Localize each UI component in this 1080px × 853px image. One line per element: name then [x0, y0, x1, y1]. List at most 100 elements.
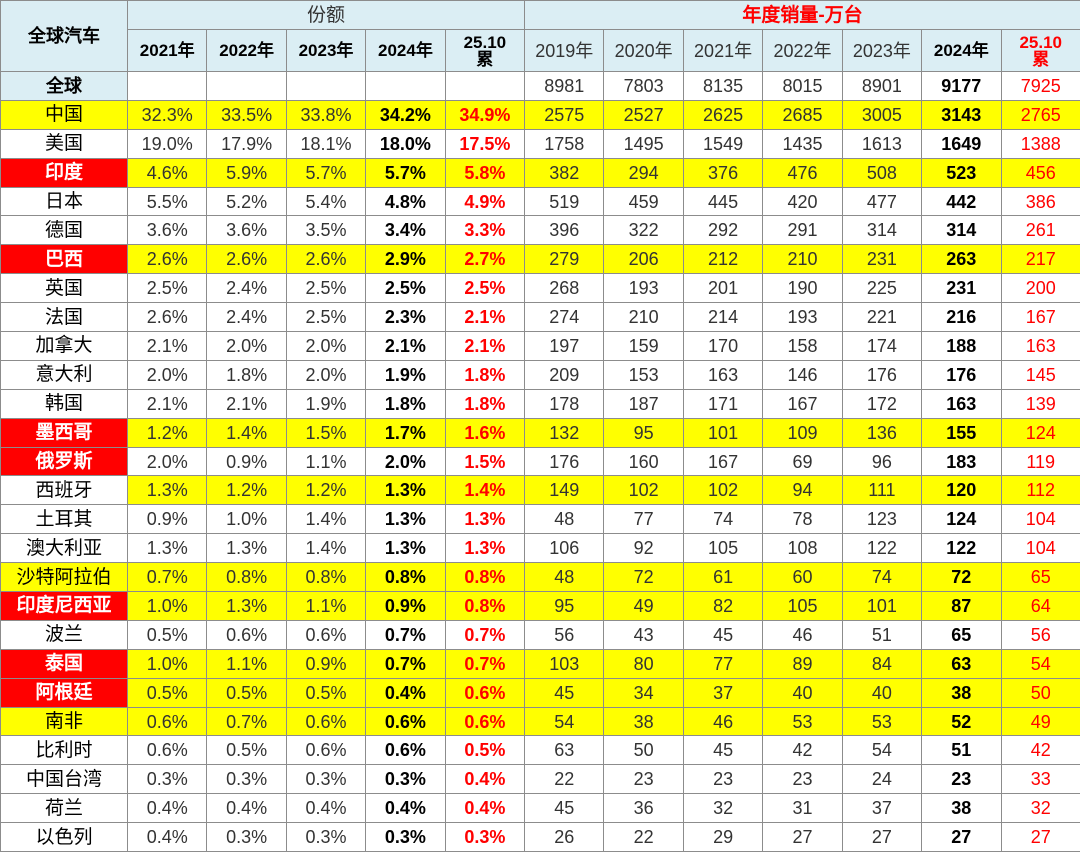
- sales-cell: 78: [762, 504, 843, 535]
- share-cell: 2.5%: [444, 273, 526, 304]
- sales-cell: 95: [603, 417, 684, 448]
- sales-cell: 63: [524, 735, 605, 766]
- sales-cell: 1613: [841, 128, 923, 159]
- share-cell: 2.0%: [126, 359, 208, 390]
- share-cell: 0.7%: [444, 619, 526, 650]
- table-row: 以色列 0.4% 0.3% 0.3% 0.3% 0.3% 26 22 29 27 27 27 27: [0, 822, 1080, 853]
- sales-cell: 124: [921, 504, 1002, 535]
- sales-cell: 49: [603, 591, 684, 621]
- sales-cell: 92: [603, 533, 684, 564]
- sales-cell: 109: [762, 417, 843, 448]
- share-cell: 1.6%: [444, 417, 526, 448]
- sales-cell: 139: [1000, 388, 1080, 419]
- table-row: 土耳其 0.9% 1.0% 1.4% 1.3% 1.3% 48 77 74 78 123 124 104: [0, 504, 1080, 535]
- sales-cell: 158: [762, 331, 843, 361]
- table-row: 2021年 2022年 2023年 2024年 25.10 累 2019年 2020年 202…: [1, 29, 1080, 72]
- sales-cell: 279: [524, 244, 605, 275]
- share-cell: 0.6%: [285, 619, 367, 650]
- sales-cell: 209: [524, 359, 605, 390]
- table-row: 巴西 2.6% 2.6% 2.6% 2.9% 2.7% 279 206 212 210 231 263…: [0, 244, 1080, 275]
- sales-cell: 201: [682, 273, 764, 304]
- sales-cell: 442: [921, 186, 1002, 217]
- sales-cell: 77: [682, 648, 764, 679]
- share-cell: 0.4%: [126, 793, 208, 824]
- share-cell: 0.6%: [365, 706, 446, 737]
- row-name: 西班牙: [0, 475, 128, 506]
- sales-cell: 178: [524, 388, 605, 419]
- sales-cell: 43: [603, 619, 684, 650]
- share-cell: 1.4%: [285, 504, 367, 535]
- row-name: 巴西: [0, 244, 128, 275]
- sales-cell: 174: [841, 331, 923, 361]
- sales-cell: 63: [921, 648, 1002, 679]
- sales-cell: 61: [682, 562, 764, 593]
- sales-cell: 1388: [1000, 128, 1080, 159]
- row-name: 澳大利亚: [0, 533, 128, 564]
- share-cell: 34.2%: [365, 99, 446, 130]
- share-cell: 0.3%: [365, 764, 446, 795]
- share-cell: 0.3%: [285, 764, 367, 795]
- sales-cell: 477: [841, 186, 923, 217]
- share-cell: 1.0%: [206, 504, 287, 535]
- share-cell: 1.1%: [285, 591, 367, 621]
- row-name: 加拿大: [0, 331, 128, 361]
- share-cell: 0.5%: [126, 677, 208, 708]
- sales-cell: 74: [682, 504, 764, 535]
- sales-cell: 24: [841, 764, 923, 795]
- row-name: 意大利: [0, 359, 128, 390]
- sales-cell: 42: [1000, 735, 1080, 766]
- share-cell: 5.7%: [285, 157, 367, 188]
- sales-cell: 167: [762, 388, 843, 419]
- sales-cell: 34: [603, 677, 684, 708]
- share-cell: 2.5%: [126, 273, 208, 304]
- sales-cell: 8981: [524, 71, 605, 101]
- share-cell: 17.9%: [206, 128, 287, 159]
- sales-cell: 136: [841, 417, 923, 448]
- share-cell: 0.6%: [444, 677, 526, 708]
- row-name: 英国: [0, 273, 128, 304]
- sales-cell: 212: [682, 244, 764, 275]
- share-cell: 0.8%: [285, 562, 367, 593]
- share-cell: 0.6%: [365, 735, 446, 766]
- sales-cell: 1495: [603, 128, 684, 159]
- share-cell: 0.4%: [365, 677, 446, 708]
- sales-cell: 1435: [762, 128, 843, 159]
- sales-cell: 105: [682, 533, 764, 564]
- table-row: 加拿大 2.1% 2.0% 2.0% 2.1% 2.1% 197 159 170 158 174 18…: [0, 331, 1080, 361]
- share-cell: 0.6%: [126, 706, 208, 737]
- table-row: 俄罗斯 2.0% 0.9% 1.1% 2.0% 1.5% 176 160 167 69 96 183 1…: [0, 446, 1080, 477]
- share-cell: 1.3%: [206, 591, 287, 621]
- share-cell: 0.8%: [444, 591, 526, 621]
- sales-cell: 82: [682, 591, 764, 621]
- sales-year: 25.10 累: [1000, 29, 1080, 72]
- sales-cell: 26: [524, 822, 605, 853]
- sales-cell: 38: [921, 677, 1002, 708]
- sales-cell: 105: [762, 591, 843, 621]
- row-name: 印度尼西亚: [0, 591, 128, 621]
- share-cell: 4.9%: [444, 186, 526, 217]
- sales-cell: 200: [1000, 273, 1080, 304]
- sales-cell: 8901: [841, 71, 923, 101]
- sales-cell: 146: [762, 359, 843, 390]
- sales-cell: 48: [524, 562, 605, 593]
- sales-cell: 159: [603, 331, 684, 361]
- share-cell: 0.4%: [365, 793, 446, 824]
- table-row: 西班牙 1.3% 1.2% 1.2% 1.3% 1.4% 149 102 102 94 111 120…: [0, 475, 1080, 506]
- sales-cell: 51: [921, 735, 1002, 766]
- share-cell: 0.8%: [206, 562, 287, 593]
- share-cell: 0.5%: [126, 619, 208, 650]
- sales-cell: 132: [524, 417, 605, 448]
- sales-cell: 263: [921, 244, 1002, 275]
- share-cell: 1.4%: [285, 533, 367, 564]
- empty-cell: [285, 71, 367, 101]
- sales-cell: 33: [1000, 764, 1080, 795]
- row-name: 荷兰: [0, 793, 128, 824]
- share-cell: 33.5%: [206, 99, 287, 130]
- sales-cell: 101: [682, 417, 764, 448]
- share-cell: 2.6%: [285, 244, 367, 275]
- share-cell: 5.4%: [285, 186, 367, 217]
- sales-cell: 210: [603, 302, 684, 333]
- sales-cell: 54: [524, 706, 605, 737]
- sales-cell: 386: [1000, 186, 1080, 217]
- share-cell: 1.3%: [206, 533, 287, 564]
